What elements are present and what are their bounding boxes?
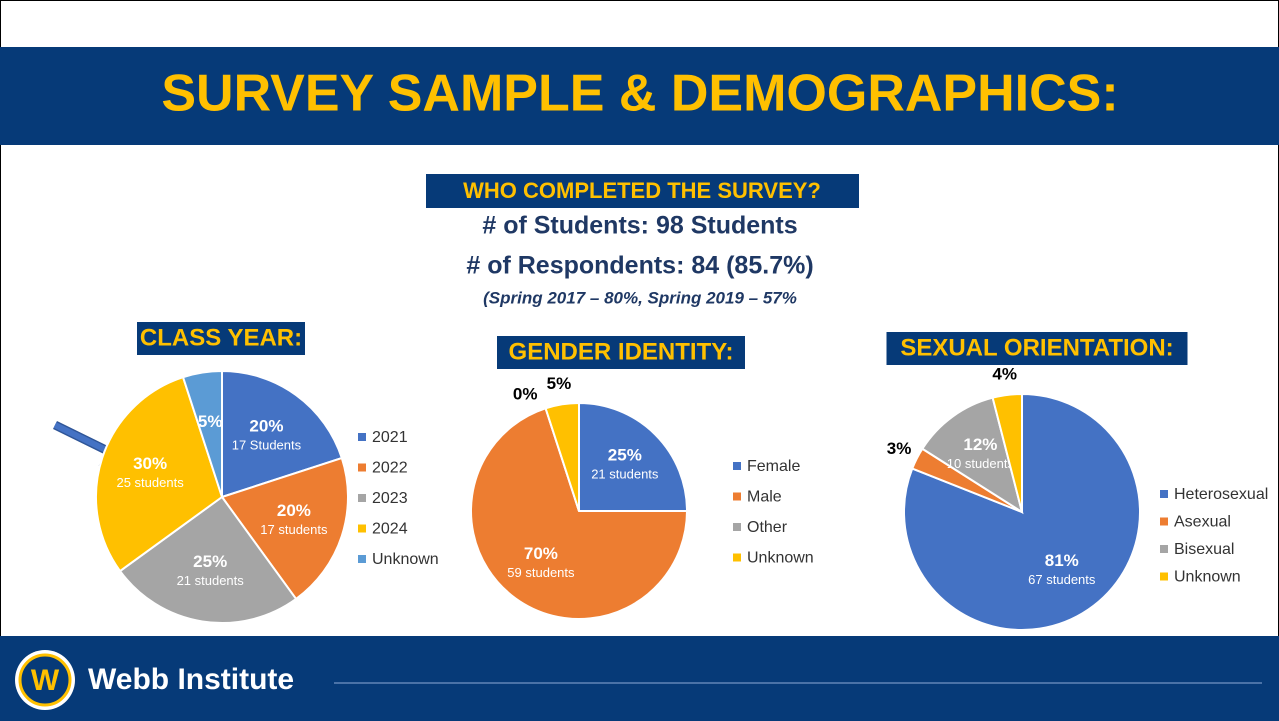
value-label: 4% — [992, 365, 1017, 384]
count-label: 25 students — [116, 475, 184, 490]
pie-slice — [470, 407, 689, 620]
legend-label: 2024 — [372, 521, 408, 538]
value-label: 12% — [963, 435, 997, 454]
count-label: 21 students — [591, 467, 659, 482]
value-label: 3% — [887, 439, 912, 458]
pie-slice — [920, 396, 1024, 515]
value-label: 30% — [133, 454, 167, 473]
pie-slice — [544, 401, 580, 512]
value-label: 0% — [513, 384, 538, 403]
pie-slice — [221, 369, 344, 499]
pie-slice — [991, 392, 1023, 513]
legend-swatch — [358, 494, 366, 502]
value-label: 81% — [1045, 551, 1079, 570]
note-line: (Spring 2017 – 80%, Spring 2019 – 57% — [483, 288, 797, 307]
legend-swatch — [358, 433, 366, 441]
value-label: 25% — [608, 446, 642, 465]
pie-slice — [903, 392, 1141, 631]
header-band — [0, 47, 1279, 145]
respondents-line: # of Respondents: 84 (85.7%) — [466, 252, 813, 280]
legend-label: Heterosexual — [1174, 486, 1268, 503]
legend-swatch — [733, 462, 741, 470]
legend-swatch — [733, 523, 741, 531]
legend-swatch — [733, 553, 741, 562]
value-label: 70% — [524, 544, 558, 563]
pie-slice — [578, 401, 689, 512]
legend-swatch — [358, 463, 366, 472]
legend-swatch — [1160, 490, 1168, 498]
chart-title: CLASS YEAR: — [140, 324, 302, 351]
chart-title-box — [886, 332, 1188, 365]
value-label: 5% — [547, 374, 572, 393]
value-label: 20% — [249, 416, 283, 435]
pie-slice — [95, 375, 224, 573]
chart-title-box — [497, 336, 745, 369]
legend-label: Female — [747, 458, 800, 475]
footer-name: Webb Institute — [88, 663, 294, 696]
legend-label: Unknown — [1174, 569, 1241, 586]
value-label: 20% — [277, 501, 311, 520]
pie-slice — [118, 495, 298, 624]
legend-label: 2021 — [372, 429, 408, 446]
legend-swatch — [1160, 545, 1168, 553]
chart-title: GENDER IDENTITY: — [509, 338, 734, 365]
students-line: # of Students: 98 Students — [482, 212, 797, 240]
count-label: 21 students — [177, 573, 245, 588]
summary-heading-box — [426, 174, 859, 208]
count-label: 59 students — [507, 565, 575, 580]
summary-heading: WHO COMPLETED THE SURVEY? — [463, 178, 821, 203]
footer-band — [0, 636, 1279, 721]
legend-label: Other — [747, 519, 788, 536]
logo: W — [15, 650, 75, 710]
legend-label: Asexual — [1174, 514, 1231, 531]
legend-label: 2022 — [372, 460, 408, 477]
pie-slice — [181, 369, 223, 498]
legend-label: Male — [747, 489, 782, 506]
legend-label: Unknown — [372, 551, 439, 568]
value-label: 25% — [193, 552, 227, 571]
legend-swatch — [358, 524, 366, 533]
pie-slice — [220, 456, 349, 601]
legend-swatch — [358, 555, 366, 563]
count-label: 17 Students — [232, 437, 302, 452]
legend-label: Unknown — [747, 550, 814, 567]
legend-swatch — [733, 492, 741, 501]
svg-text:W: W — [31, 664, 60, 697]
chart-title-box — [137, 322, 305, 355]
legend-label: Bisexual — [1174, 541, 1234, 558]
legend-swatch — [1160, 517, 1168, 526]
count-label: 67 students — [1028, 572, 1096, 587]
slide-title: SURVEY SAMPLE & DEMOGRAPHICS: — [161, 65, 1118, 123]
chart-title: SEXUAL ORIENTATION: — [900, 334, 1173, 361]
count-label: 17 students — [260, 522, 328, 537]
legend-label: 2023 — [372, 490, 408, 507]
value-label: 5% — [198, 412, 223, 431]
legend-swatch — [1160, 572, 1168, 581]
count-label: 10 students — [947, 456, 1015, 471]
